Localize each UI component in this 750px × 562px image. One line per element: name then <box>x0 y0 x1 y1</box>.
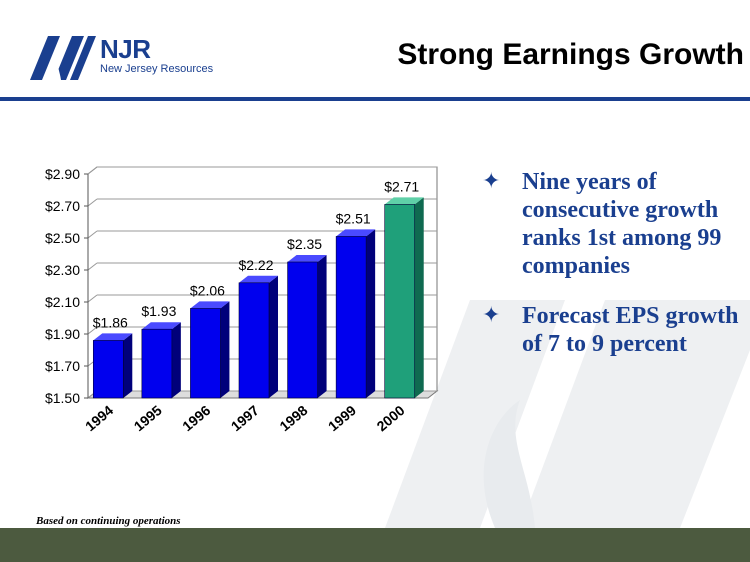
y-tick-label: $1.90 <box>45 326 80 342</box>
njr-logo: NJR New Jersey Resources <box>30 34 230 82</box>
bullet-item: ✦ Forecast EPS growth of 7 to 9 percent <box>480 302 745 358</box>
bullet-list: ✦ Nine years of consecutive growth ranks… <box>480 168 745 380</box>
bar-top <box>141 322 181 330</box>
four-point-star-bullet-icon: ✦ <box>482 302 501 327</box>
data-label: $2.06 <box>190 282 225 298</box>
bar <box>287 261 318 399</box>
eps-bar-chart: $1.50 $1.70 $1.90 $2.10 $2.30 $2.50 $2.70 $2.90… <box>45 166 439 434</box>
data-label: $2.35 <box>287 236 322 252</box>
bar-side <box>317 255 327 398</box>
x-tick-label: 1998 <box>276 402 310 434</box>
bar <box>238 282 270 399</box>
data-label: $2.22 <box>238 257 273 273</box>
bullet-text: Forecast EPS growth of 7 to 9 percent <box>522 303 739 357</box>
bar-top <box>239 275 278 283</box>
y-tick-label: $2.50 <box>45 230 80 246</box>
x-tick-label: 1995 <box>131 402 165 434</box>
logo-name: NJR <box>100 34 151 64</box>
gridline-depth <box>87 166 98 175</box>
x-tick-label: 1999 <box>325 402 359 434</box>
y-tick-label: $2.70 <box>45 198 80 214</box>
data-label: $2.71 <box>384 178 419 194</box>
data-label: $1.86 <box>93 314 128 330</box>
bar-side <box>414 197 424 398</box>
data-label: $1.93 <box>141 303 176 319</box>
bar-side <box>366 229 376 398</box>
njr-flame-logo-icon <box>30 36 96 80</box>
bar-top <box>384 197 424 205</box>
bullet-item: ✦ Nine years of consecutive growth ranks… <box>480 168 745 280</box>
x-tick-label: 1997 <box>228 402 262 434</box>
bar <box>92 340 124 399</box>
y-tick-label: $1.50 <box>45 390 80 406</box>
slide-title: Strong Earnings Growth <box>397 38 744 71</box>
bar-side <box>171 322 181 398</box>
bar-side <box>220 301 230 398</box>
bar-top <box>336 229 376 237</box>
x-tick-label: 1996 <box>179 402 213 434</box>
y-tick-label: $2.10 <box>45 294 80 310</box>
four-point-star-bullet-icon: ✦ <box>482 168 501 193</box>
x-tick-label: 1994 <box>82 402 116 434</box>
gridline-depth <box>87 230 98 239</box>
x-tick-label: 2000 <box>373 402 407 434</box>
data-label: $2.51 <box>336 210 371 226</box>
y-tick-label: $2.30 <box>45 262 80 278</box>
y-tick-label: $1.70 <box>45 358 80 374</box>
gridline-depth <box>87 326 98 335</box>
bar-top <box>93 333 133 341</box>
y-tick-label: $2.90 <box>45 166 80 182</box>
footnote: Based on continuing operations <box>36 515 181 527</box>
bar-top <box>287 255 327 262</box>
gridline-depth <box>87 294 98 303</box>
gridline-depth <box>87 198 98 207</box>
bar <box>141 328 173 399</box>
bar <box>335 236 367 399</box>
bar <box>190 308 221 399</box>
bar-side <box>269 275 278 398</box>
logo-subtitle: New Jersey Resources <box>100 63 214 75</box>
header-rule <box>0 97 750 101</box>
bar-side <box>123 333 133 398</box>
bar <box>384 204 416 399</box>
gridline-depth <box>87 262 98 271</box>
bar-top <box>190 301 230 309</box>
footer-band <box>0 528 750 562</box>
bullet-text: Nine years of consecutive growth ranks 1… <box>522 169 722 279</box>
